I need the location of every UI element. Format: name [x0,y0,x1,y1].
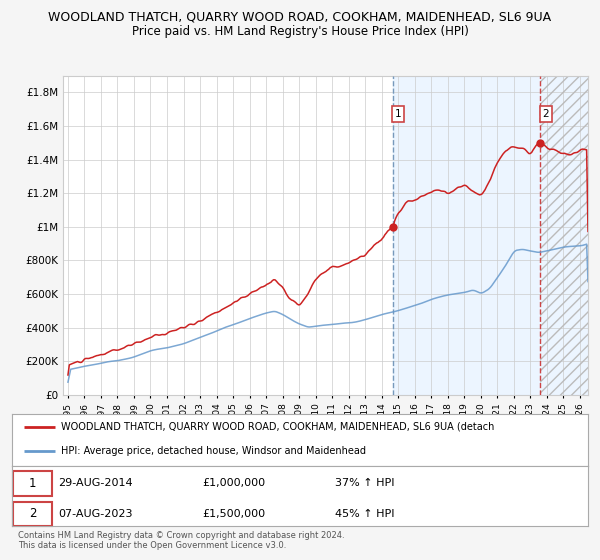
FancyBboxPatch shape [13,472,52,496]
Text: 2: 2 [29,507,37,520]
Text: Contains HM Land Registry data © Crown copyright and database right 2024.
This d: Contains HM Land Registry data © Crown c… [18,531,344,550]
Text: WOODLAND THATCH, QUARRY WOOD ROAD, COOKHAM, MAIDENHEAD, SL6 9UA: WOODLAND THATCH, QUARRY WOOD ROAD, COOKH… [49,10,551,23]
Text: 1: 1 [29,477,37,490]
Bar [392,76,600,395]
Text: 37% ↑ HPI: 37% ↑ HPI [335,478,394,488]
Text: Price paid vs. HM Land Registry's House Price Index (HPI): Price paid vs. HM Land Registry's House … [131,25,469,38]
Text: 29-AUG-2014: 29-AUG-2014 [58,478,133,488]
Text: WOODLAND THATCH, QUARRY WOOD ROAD, COOKHAM, MAIDENHEAD, SL6 9UA (detach: WOODLAND THATCH, QUARRY WOOD ROAD, COOKH… [61,422,494,432]
Text: £1,500,000: £1,500,000 [202,508,265,519]
Text: HPI: Average price, detached house, Windsor and Maidenhead: HPI: Average price, detached house, Wind… [61,446,366,456]
Text: 45% ↑ HPI: 45% ↑ HPI [335,508,394,519]
Text: 07-AUG-2023: 07-AUG-2023 [58,508,133,519]
Text: 1: 1 [395,109,401,119]
Text: 2: 2 [542,109,549,119]
Bar [540,76,600,395]
FancyBboxPatch shape [13,502,52,526]
Text: £1,000,000: £1,000,000 [202,478,265,488]
